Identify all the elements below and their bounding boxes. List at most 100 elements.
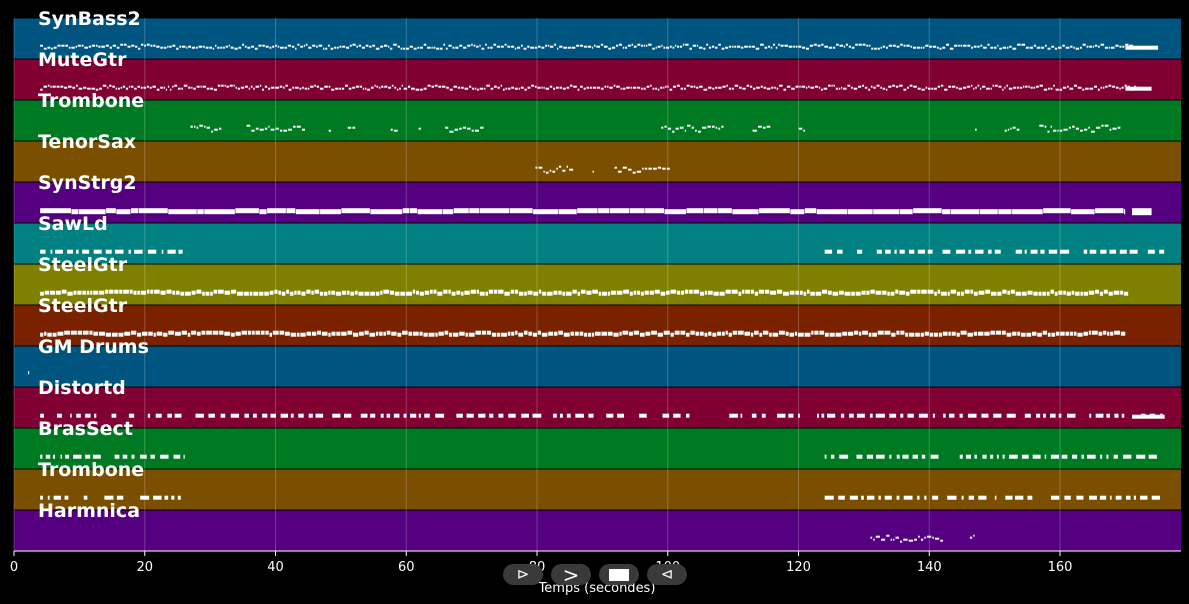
note	[886, 88, 888, 91]
note	[1032, 454, 1041, 459]
note	[226, 85, 229, 88]
note	[1062, 86, 1067, 89]
note	[403, 47, 406, 50]
note	[669, 88, 673, 91]
note	[662, 167, 666, 170]
note	[1058, 413, 1062, 418]
note	[181, 45, 186, 48]
note	[974, 454, 977, 459]
note	[734, 45, 737, 48]
note	[856, 454, 863, 459]
note	[412, 331, 419, 336]
note	[269, 290, 274, 295]
note	[70, 413, 72, 418]
note	[531, 84, 535, 87]
note	[538, 166, 543, 169]
note	[779, 84, 783, 87]
note	[706, 43, 709, 46]
note	[288, 88, 292, 91]
note	[861, 290, 866, 295]
note	[679, 45, 683, 48]
note	[866, 495, 875, 500]
note	[722, 85, 726, 88]
note	[931, 87, 934, 90]
note	[301, 291, 306, 296]
note	[300, 332, 306, 337]
note	[173, 454, 181, 459]
note	[574, 331, 579, 336]
note	[1108, 84, 1112, 87]
note	[873, 209, 900, 215]
note	[571, 46, 576, 49]
note	[677, 45, 680, 48]
note	[174, 413, 182, 418]
note	[920, 46, 923, 49]
note	[500, 45, 504, 48]
note	[214, 128, 218, 131]
note	[297, 332, 300, 337]
note	[680, 330, 686, 335]
note	[824, 454, 827, 459]
note	[375, 47, 380, 50]
note	[472, 87, 475, 90]
note	[715, 126, 718, 129]
note	[346, 46, 350, 49]
note	[940, 84, 944, 87]
note	[1076, 495, 1084, 500]
note	[383, 44, 388, 47]
note	[967, 44, 971, 47]
note	[975, 128, 977, 131]
note	[318, 44, 323, 47]
note	[45, 454, 51, 459]
note	[828, 46, 832, 49]
note	[253, 87, 255, 90]
stop-button[interactable]	[599, 564, 639, 585]
note	[549, 169, 552, 172]
track-band	[14, 59, 1181, 100]
note	[481, 47, 485, 50]
note	[279, 129, 283, 132]
note	[302, 86, 304, 89]
note	[443, 289, 448, 294]
note	[913, 46, 917, 49]
note	[890, 538, 892, 541]
note	[365, 44, 369, 47]
note	[995, 330, 1002, 335]
note	[596, 45, 600, 48]
note	[856, 413, 865, 418]
note	[718, 127, 721, 130]
note	[553, 331, 558, 336]
note	[584, 332, 588, 337]
note	[200, 85, 202, 88]
note	[319, 87, 324, 90]
grid-layer	[13, 18, 1061, 551]
note	[900, 540, 903, 543]
note	[218, 127, 222, 130]
note	[988, 249, 992, 254]
note	[408, 331, 412, 336]
note	[841, 86, 843, 89]
note	[229, 84, 233, 87]
note	[411, 87, 415, 90]
note	[862, 330, 869, 335]
note	[105, 249, 112, 254]
note	[77, 330, 83, 335]
track-labels-layer: SynBass2MuteGtrTromboneTenorSaxSynStrg2S…	[38, 8, 149, 522]
note	[369, 45, 372, 48]
note	[230, 289, 237, 294]
note	[1057, 129, 1059, 132]
forward-button[interactable]: >	[551, 564, 591, 585]
note	[524, 291, 527, 296]
note	[945, 43, 950, 46]
note	[942, 209, 951, 215]
play-button[interactable]: ⊳	[503, 564, 543, 585]
note	[594, 331, 601, 336]
note	[156, 45, 160, 48]
note	[493, 289, 498, 294]
note	[952, 85, 956, 88]
rewind-button[interactable]: ⊲	[647, 564, 687, 585]
note	[271, 86, 275, 89]
note	[1041, 46, 1045, 49]
note	[828, 84, 831, 87]
note	[838, 290, 844, 295]
